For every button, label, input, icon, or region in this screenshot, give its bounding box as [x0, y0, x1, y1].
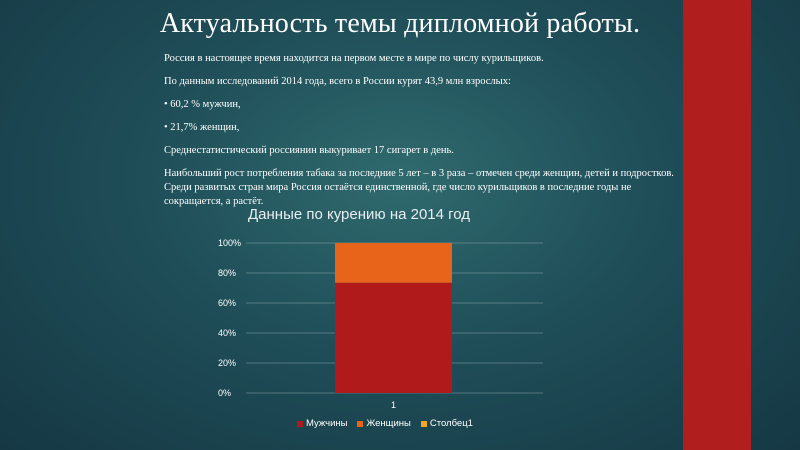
accent-bar	[683, 0, 751, 450]
legend-item-men: Мужчины	[297, 418, 347, 429]
y-tick-label: 100%	[218, 238, 241, 248]
legend-label-men: Мужчины	[306, 418, 348, 429]
paragraph-2: По данным исследований 2014 года, всего …	[164, 76, 511, 87]
y-tick-label: 60%	[218, 298, 236, 308]
y-tick-label: 40%	[218, 328, 236, 338]
bar-segment-1	[335, 243, 452, 283]
body-text: Россия в настоящее время находится на пе…	[164, 52, 684, 218]
legend-swatch-column1	[420, 420, 427, 427]
x-category-label: 1	[391, 400, 396, 410]
chart-title: Данные по курению на 2014 год	[248, 206, 471, 223]
paragraph-1: Россия в настоящее время находится на пе…	[164, 53, 544, 64]
paragraph-6: Наибольший рост потребления табака за по…	[164, 168, 674, 207]
legend-item-column1: Столбец1	[420, 418, 473, 429]
y-tick-label: 0%	[218, 388, 231, 398]
legend-item-women: Женщины	[357, 418, 411, 429]
paragraph-3: • 60,2 % мужчин,	[164, 99, 241, 110]
chart-legend: Мужчины Женщины Столбец1	[297, 418, 473, 429]
bar-segment-0	[335, 282, 452, 393]
paragraph-5: Среднестатистический россиянин выкуривае…	[164, 145, 454, 156]
y-tick-label: 20%	[218, 358, 236, 368]
slide-title: Актуальность темы дипломной работы.	[159, 8, 641, 39]
legend-label-column1: Столбец1	[429, 418, 473, 429]
legend-swatch-women	[357, 420, 364, 427]
legend-swatch-men	[297, 420, 303, 427]
paragraph-4: • 21,7% женщин,	[164, 122, 240, 133]
legend-label-women: Женщины	[366, 418, 411, 429]
y-tick-label: 80%	[218, 268, 236, 278]
